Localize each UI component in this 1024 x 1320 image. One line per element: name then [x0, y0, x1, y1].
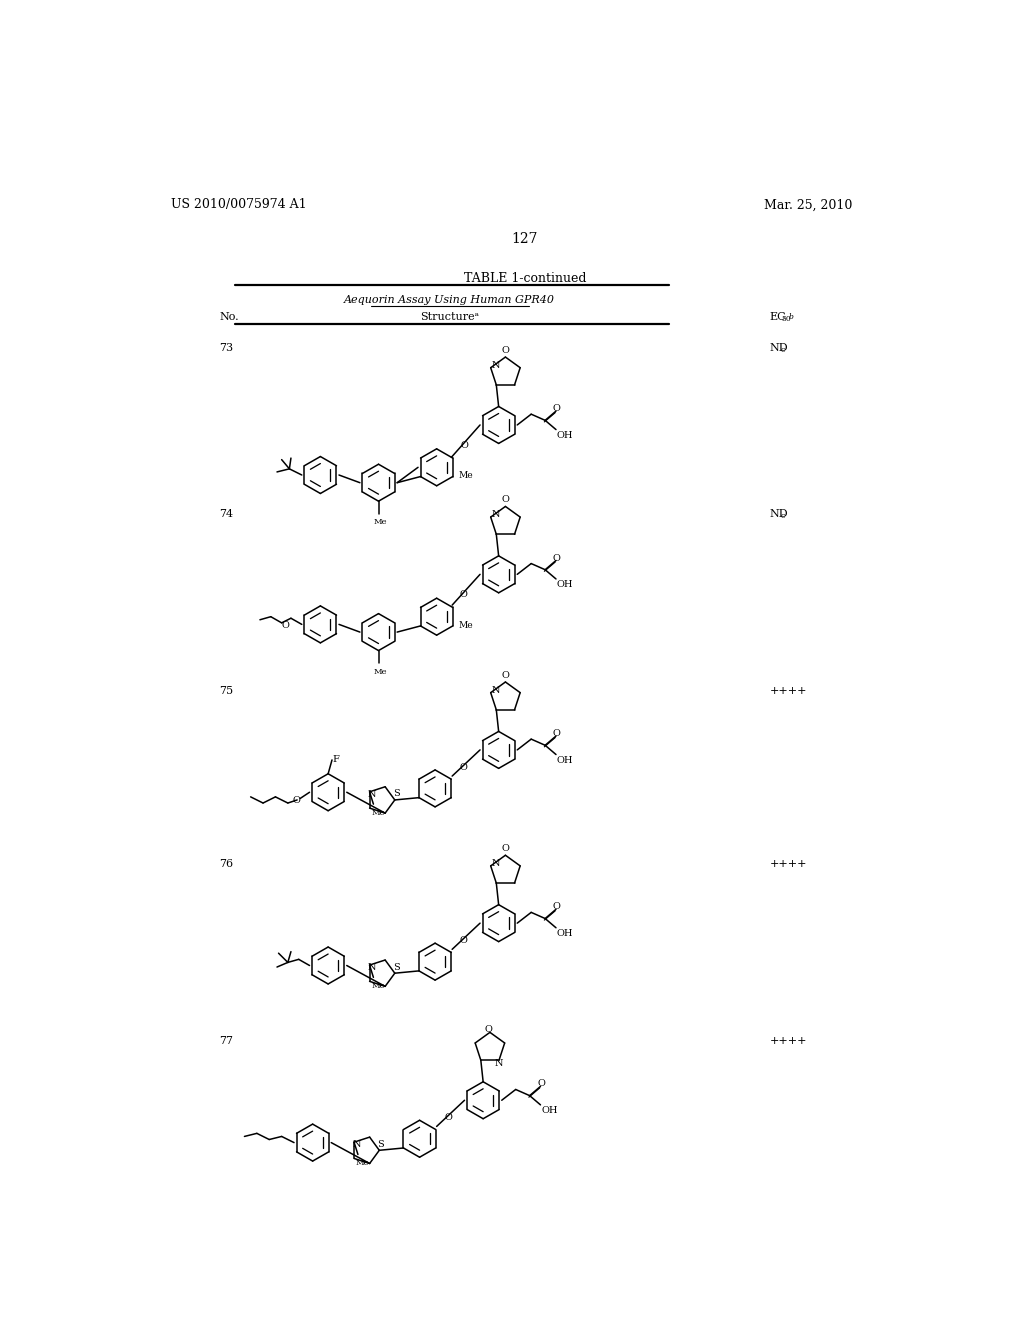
Text: Me: Me [374, 668, 387, 676]
Text: S: S [393, 962, 399, 972]
Text: O: O [460, 763, 468, 772]
Text: 76: 76 [219, 859, 233, 869]
Text: O: O [502, 671, 509, 680]
Text: OH: OH [557, 581, 573, 590]
Text: ++++: ++++ [770, 1036, 807, 1047]
Text: 74: 74 [219, 508, 233, 519]
Text: O: O [293, 796, 300, 805]
Text: 77: 77 [219, 1036, 233, 1047]
Text: O: O [502, 843, 509, 853]
Text: O: O [282, 620, 290, 630]
Text: Aequorin Assay Using Human GPR40: Aequorin Assay Using Human GPR40 [344, 296, 555, 305]
Text: c: c [780, 346, 784, 354]
Text: N: N [368, 789, 376, 799]
Text: 127: 127 [512, 231, 538, 246]
Text: Mar. 25, 2010: Mar. 25, 2010 [764, 198, 852, 211]
Text: Me: Me [459, 620, 473, 630]
Text: O: O [461, 441, 468, 450]
Text: OH: OH [542, 1106, 558, 1115]
Text: O: O [444, 1113, 452, 1122]
Text: TABLE 1-continued: TABLE 1-continued [464, 272, 586, 285]
Text: O: O [460, 590, 468, 598]
Text: ND: ND [770, 343, 788, 354]
Text: Me: Me [355, 1159, 369, 1167]
Text: 73: 73 [219, 343, 233, 354]
Text: EC: EC [770, 313, 786, 322]
Text: c: c [780, 512, 784, 520]
Text: Me: Me [459, 471, 473, 480]
Text: O: O [538, 1080, 545, 1089]
Text: N: N [492, 686, 500, 694]
Text: Me: Me [371, 982, 385, 990]
Text: O: O [553, 553, 561, 562]
Text: 50: 50 [781, 315, 792, 323]
Text: O: O [553, 903, 561, 911]
Text: Me: Me [371, 809, 385, 817]
Text: O: O [502, 495, 509, 504]
Text: N: N [492, 859, 500, 869]
Text: ++++: ++++ [770, 686, 807, 696]
Text: Structureᵃ: Structureᵃ [420, 313, 479, 322]
Text: N: N [492, 360, 500, 370]
Text: b: b [788, 313, 794, 321]
Text: F: F [332, 755, 339, 763]
Text: ND: ND [770, 508, 788, 519]
Text: S: S [378, 1139, 384, 1148]
Text: O: O [553, 729, 561, 738]
Text: OH: OH [557, 929, 573, 939]
Text: Me: Me [374, 519, 387, 527]
Text: O: O [553, 404, 561, 413]
Text: O: O [484, 1026, 493, 1035]
Text: O: O [460, 936, 468, 945]
Text: N: N [368, 962, 376, 972]
Text: OH: OH [557, 756, 573, 766]
Text: US 2010/0075974 A1: US 2010/0075974 A1 [171, 198, 306, 211]
Text: S: S [393, 789, 399, 799]
Text: O: O [502, 346, 509, 355]
Text: ++++: ++++ [770, 859, 807, 869]
Text: N: N [495, 1059, 503, 1068]
Text: N: N [492, 511, 500, 519]
Text: 75: 75 [219, 686, 233, 696]
Text: N: N [352, 1140, 360, 1148]
Text: OH: OH [557, 432, 573, 440]
Text: No.: No. [219, 313, 239, 322]
